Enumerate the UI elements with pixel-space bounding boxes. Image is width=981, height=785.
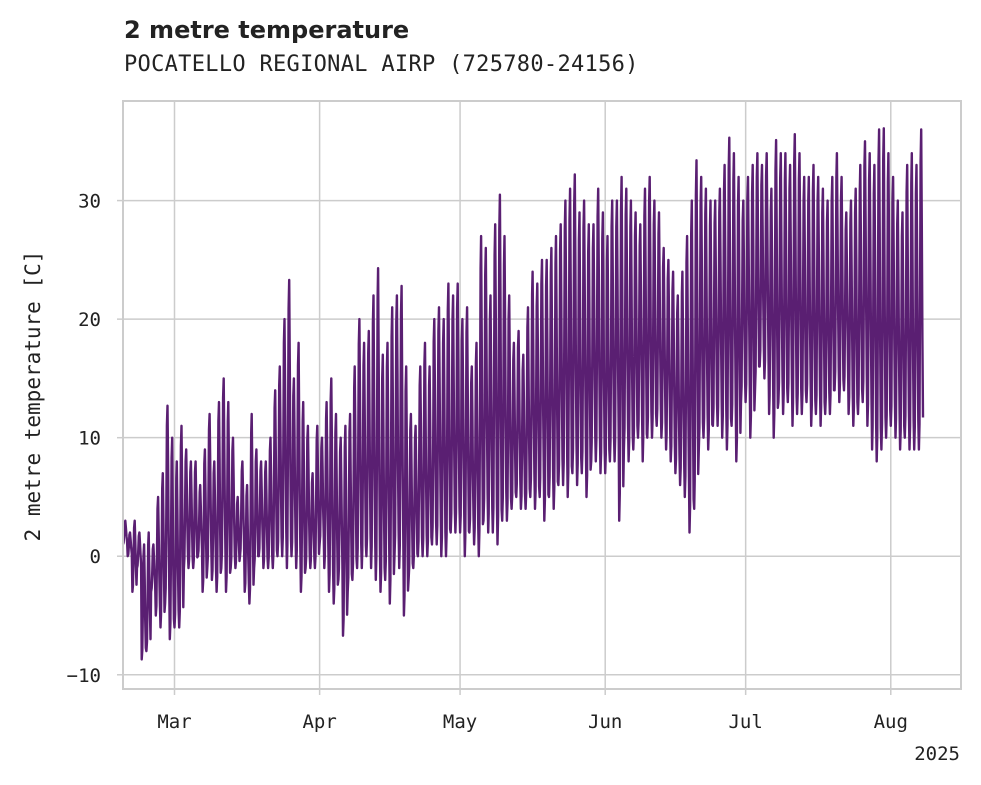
chart-title: 2 metre temperature	[124, 16, 410, 44]
temperature-series-line	[121, 127, 925, 661]
x-year-label: 2025	[914, 743, 960, 765]
series-layer	[121, 127, 925, 661]
y-tick-label: 0	[90, 546, 101, 568]
y-tick-label: 10	[78, 428, 101, 450]
x-tick-label: Mar	[157, 711, 191, 733]
x-tick-label: Apr	[302, 711, 336, 733]
x-tick-label: May	[443, 711, 477, 733]
y-tick-label: 20	[78, 309, 101, 331]
x-tick-label: Jun	[588, 711, 622, 733]
y-tick-labels: −10 0 10 20 30	[67, 191, 101, 687]
plot-frame	[122, 100, 962, 690]
chart-subtitle: POCATELLO REGIONAL AIRP (725780-24156)	[124, 52, 639, 77]
y-tick-label: −10	[67, 665, 101, 687]
y-tick-label: 30	[78, 191, 101, 213]
y-axis-label: 2 metre temperature [C]	[21, 251, 45, 542]
x-tick-label: Aug	[874, 711, 908, 733]
x-tick-labels: Mar Apr May Jun Jul Aug	[157, 711, 908, 733]
x-tick-label: Jul	[728, 711, 762, 733]
